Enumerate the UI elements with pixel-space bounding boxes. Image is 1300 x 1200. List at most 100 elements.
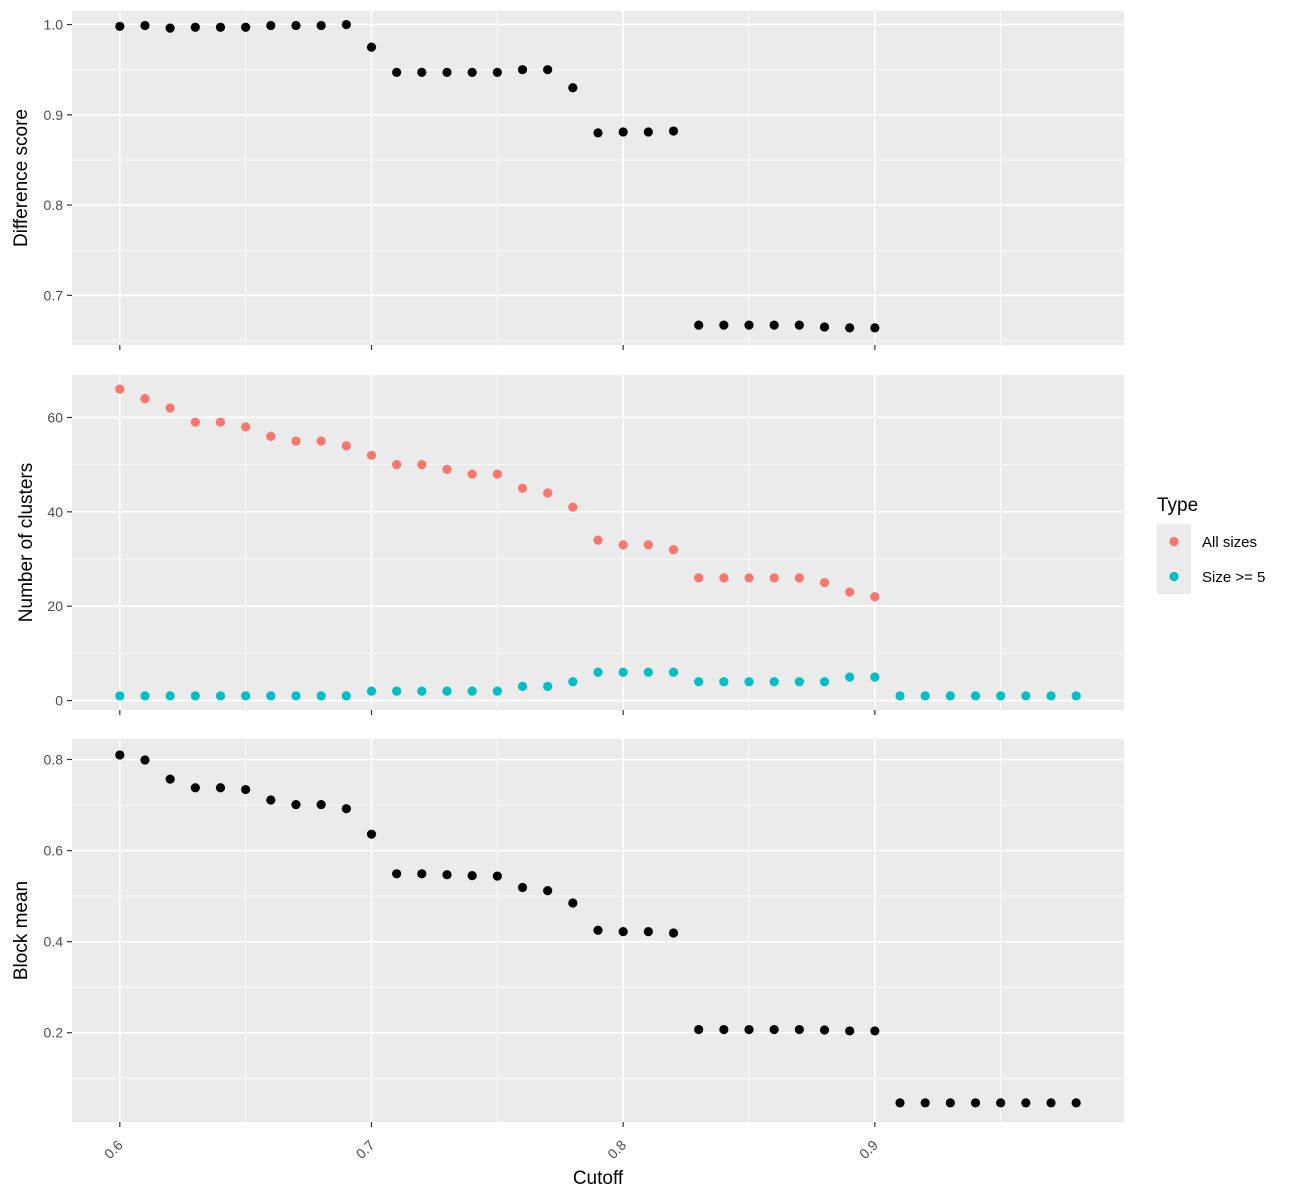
legend-swatch bbox=[1169, 571, 1179, 582]
panel-background bbox=[72, 11, 1124, 345]
data-point bbox=[215, 691, 226, 701]
data-point bbox=[945, 691, 955, 701]
data-point bbox=[316, 799, 326, 810]
data-point bbox=[291, 691, 301, 701]
data-point bbox=[643, 927, 653, 937]
data-point bbox=[870, 672, 880, 682]
data-point bbox=[492, 871, 502, 881]
data-point bbox=[618, 667, 628, 677]
data-point bbox=[442, 686, 452, 696]
data-point bbox=[291, 20, 301, 31]
legend-entry: All sizes bbox=[1157, 524, 1257, 559]
series-1 bbox=[115, 750, 1081, 1108]
panels: 0.7 0.8 0.9 1.0 Difference score 0 20 40 60 Numbe… bbox=[11, 11, 1124, 1189]
legend: Type All sizes Size >= 5 bbox=[1157, 495, 1265, 594]
data-point bbox=[291, 436, 301, 446]
data-point bbox=[895, 691, 905, 701]
data-point bbox=[568, 677, 578, 687]
y-axis-title: Block mean bbox=[11, 881, 32, 980]
data-point bbox=[996, 1098, 1006, 1108]
data-point bbox=[115, 750, 125, 760]
data-point bbox=[165, 403, 175, 413]
data-point bbox=[266, 795, 276, 805]
y-tick-label: 0.6 bbox=[44, 843, 64, 859]
data-point bbox=[719, 1024, 729, 1035]
data-point bbox=[643, 667, 653, 677]
data-point bbox=[694, 573, 704, 583]
data-point bbox=[970, 691, 981, 701]
data-point bbox=[668, 667, 679, 677]
data-point bbox=[593, 667, 603, 677]
data-point bbox=[1071, 691, 1081, 701]
data-point bbox=[517, 681, 528, 692]
data-point bbox=[115, 21, 125, 31]
data-point bbox=[517, 483, 528, 493]
series-1 bbox=[115, 19, 880, 333]
data-point bbox=[719, 573, 729, 583]
data-point bbox=[543, 886, 553, 896]
data-point bbox=[1071, 1098, 1081, 1108]
data-point bbox=[668, 928, 679, 938]
legend-entry: Size >= 5 bbox=[1157, 559, 1265, 594]
data-point bbox=[241, 691, 251, 701]
data-point bbox=[618, 127, 628, 137]
y-tick-label: 0 bbox=[55, 693, 63, 709]
data-point bbox=[366, 829, 377, 839]
panel-1: 0.7 0.8 0.9 1.0 Difference score bbox=[11, 11, 1124, 350]
data-point bbox=[467, 871, 477, 881]
data-point bbox=[190, 691, 200, 701]
series-all-sizes bbox=[115, 384, 880, 602]
data-point bbox=[366, 42, 377, 52]
data-point bbox=[668, 544, 679, 555]
data-point bbox=[316, 20, 326, 31]
y-tick-label: 0.2 bbox=[44, 1025, 64, 1041]
data-point bbox=[694, 1024, 704, 1035]
data-point bbox=[744, 320, 754, 330]
legend-label: All sizes bbox=[1202, 534, 1257, 551]
data-point bbox=[366, 686, 377, 696]
data-point bbox=[870, 323, 880, 333]
data-point bbox=[266, 20, 276, 31]
data-point bbox=[794, 1024, 804, 1035]
y-tick-label: 0.7 bbox=[44, 287, 64, 303]
data-point bbox=[341, 691, 351, 701]
data-point bbox=[316, 436, 326, 446]
data-point bbox=[568, 502, 578, 512]
data-point bbox=[140, 20, 150, 31]
data-point bbox=[467, 67, 477, 77]
data-point bbox=[266, 691, 276, 701]
data-point bbox=[819, 578, 830, 588]
data-point bbox=[895, 1098, 905, 1108]
data-point bbox=[467, 686, 477, 696]
y-tick-label: 0.4 bbox=[44, 934, 64, 950]
data-point bbox=[417, 67, 427, 77]
data-point bbox=[970, 1098, 981, 1108]
data-point bbox=[744, 677, 754, 687]
data-point bbox=[241, 422, 251, 432]
data-point bbox=[744, 573, 754, 583]
data-point bbox=[190, 417, 200, 427]
data-point bbox=[618, 927, 628, 937]
legend-swatch bbox=[1169, 536, 1179, 547]
data-point bbox=[266, 431, 276, 441]
data-point bbox=[442, 464, 452, 474]
series-size-5 bbox=[115, 667, 1081, 701]
data-point bbox=[543, 65, 553, 75]
data-point bbox=[945, 1098, 955, 1108]
data-point bbox=[417, 869, 427, 879]
data-point bbox=[140, 755, 150, 765]
data-point bbox=[769, 1024, 779, 1035]
data-point bbox=[694, 677, 704, 687]
data-point bbox=[241, 784, 251, 795]
data-point bbox=[165, 774, 175, 784]
data-point bbox=[215, 22, 226, 32]
data-point bbox=[1046, 691, 1056, 701]
data-point bbox=[442, 67, 452, 77]
data-point bbox=[392, 460, 402, 470]
data-point bbox=[392, 686, 402, 696]
data-point bbox=[568, 898, 578, 908]
data-point bbox=[719, 320, 729, 330]
data-point bbox=[215, 417, 226, 427]
legend-title: Type bbox=[1157, 495, 1198, 516]
data-point bbox=[618, 540, 628, 550]
